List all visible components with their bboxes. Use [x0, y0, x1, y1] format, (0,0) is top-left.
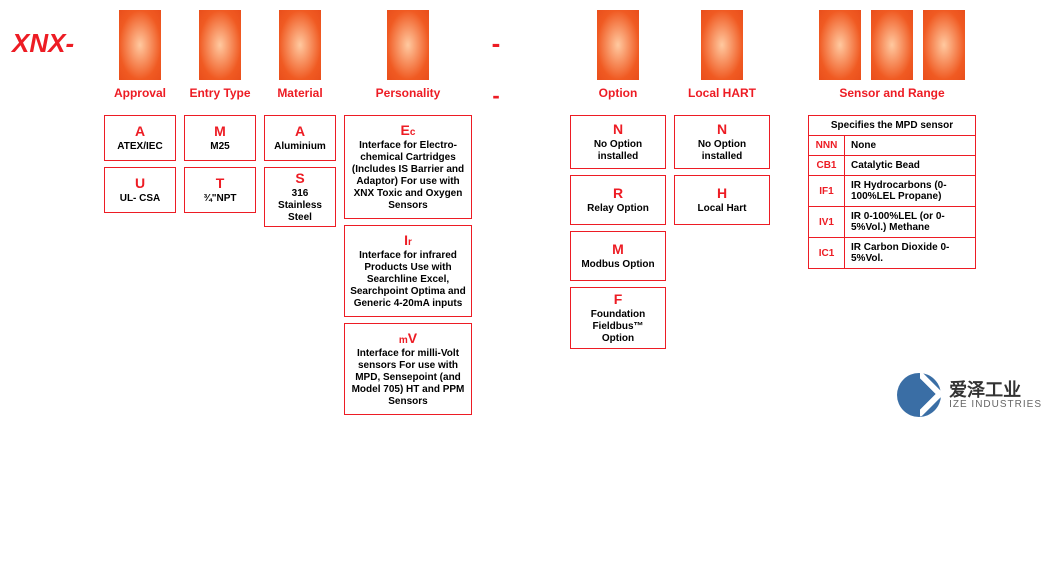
table-row[interactable]: CB1Catalytic Bead [809, 156, 976, 176]
model-prefix: XNX- [12, 28, 74, 59]
option-option-R[interactable]: R Relay Option [570, 175, 666, 225]
placeholder-box [923, 10, 965, 80]
stack-approval: A ATEX/IEC U UL- CSA [104, 115, 176, 213]
stack-material: A Aluminium S 316 Stainless Steel [264, 115, 336, 227]
logo-icon [897, 373, 941, 417]
option-hart-N[interactable]: N No Option installed [674, 115, 770, 169]
option-approval-A[interactable]: A ATEX/IEC [104, 115, 176, 161]
option-material-A[interactable]: A Aluminium [264, 115, 336, 161]
option-personality-Ec[interactable]: Ec Interface for Electro-chemical Cartri… [344, 115, 472, 219]
option-entry-T[interactable]: T ¾"NPT [184, 167, 256, 213]
table-row[interactable]: IV1IR 0-100%LEL (or 0-5%Vol.) Methane [809, 207, 976, 238]
placeholder-box [387, 10, 429, 80]
col-hart: Local HART [674, 10, 770, 100]
dash-label: - [492, 83, 499, 109]
option-option-F[interactable]: F Foundation Fieldbus™ Option [570, 287, 666, 349]
sensor-table: Specifies the MPD sensor NNNNone CB1Cata… [808, 115, 976, 269]
col-label-option: Option [599, 86, 638, 100]
sensor-table-header: Specifies the MPD sensor [809, 116, 976, 136]
option-hart-H[interactable]: H Local Hart [674, 175, 770, 225]
stack-hart: N No Option installed H Local Hart [674, 115, 770, 225]
table-row[interactable]: IF1IR Hydrocarbons (0-100%LEL Propane) [809, 176, 976, 207]
stack-option: N No Option installed R Relay Option M M… [570, 115, 666, 349]
option-approval-U[interactable]: U UL- CSA [104, 167, 176, 213]
col-label-material: Material [277, 86, 322, 100]
configurator-header: XNX- Approval Entry Type Material Person… [10, 10, 1044, 109]
table-row[interactable]: NNNNone [809, 136, 976, 156]
logo-cn: 爱泽工业 [949, 381, 1042, 399]
option-option-M[interactable]: M Modbus Option [570, 231, 666, 281]
col-material: Material [264, 10, 336, 100]
separator: - - [480, 10, 512, 109]
col-label-sensor: Sensor and Range [839, 86, 944, 100]
col-personality: Personality [344, 10, 472, 100]
option-entry-M[interactable]: M M25 [184, 115, 256, 161]
col-label-approval: Approval [114, 86, 166, 100]
placeholder-box [119, 10, 161, 80]
placeholder-box [871, 10, 913, 80]
option-personality-mV[interactable]: mV Interface for milli-Volt sensors For … [344, 323, 472, 415]
col-option: Option [570, 10, 666, 100]
table-row[interactable]: IC1IR Carbon Dioxide 0-5%Vol. [809, 238, 976, 269]
placeholder-box [597, 10, 639, 80]
col-entry: Entry Type [184, 10, 256, 100]
col-label-hart: Local HART [688, 86, 756, 100]
configurator-options: A ATEX/IEC U UL- CSA M M25 T ¾"NPT A [10, 115, 1044, 415]
dash-top: - [492, 28, 501, 59]
brand-logo: 爱泽工业 IZE INDUSTRIES [897, 373, 1042, 417]
col-label-personality: Personality [376, 86, 441, 100]
col-approval: Approval [104, 10, 176, 100]
placeholder-box [199, 10, 241, 80]
logo-en: IZE INDUSTRIES [949, 399, 1042, 410]
option-option-N[interactable]: N No Option installed [570, 115, 666, 169]
placeholder-box [701, 10, 743, 80]
placeholder-box [819, 10, 861, 80]
col-sensor: Sensor and Range [808, 10, 976, 100]
option-material-S[interactable]: S 316 Stainless Steel [264, 167, 336, 227]
placeholder-box [279, 10, 321, 80]
option-personality-Ir[interactable]: Ir Interface for infrared Products Use w… [344, 225, 472, 317]
stack-entry: M M25 T ¾"NPT [184, 115, 256, 213]
col-label-entry: Entry Type [189, 86, 250, 100]
stack-personality: Ec Interface for Electro-chemical Cartri… [344, 115, 472, 415]
